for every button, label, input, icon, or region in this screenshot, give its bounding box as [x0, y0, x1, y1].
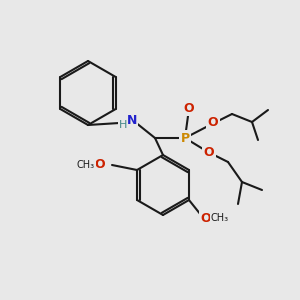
Text: CH₃: CH₃ — [211, 213, 229, 223]
Text: O: O — [204, 146, 214, 160]
Text: O: O — [184, 101, 194, 115]
Text: P: P — [180, 131, 190, 145]
Text: H: H — [119, 120, 127, 130]
Text: O: O — [208, 116, 218, 130]
Text: CH₃: CH₃ — [77, 160, 95, 170]
Text: O: O — [201, 212, 211, 224]
Text: N: N — [127, 113, 137, 127]
Text: O: O — [95, 158, 105, 172]
